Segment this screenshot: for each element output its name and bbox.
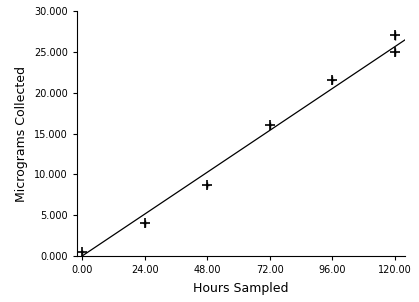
Y-axis label: Micrograms Collected: Micrograms Collected <box>16 66 28 201</box>
X-axis label: Hours Sampled: Hours Sampled <box>194 282 289 295</box>
